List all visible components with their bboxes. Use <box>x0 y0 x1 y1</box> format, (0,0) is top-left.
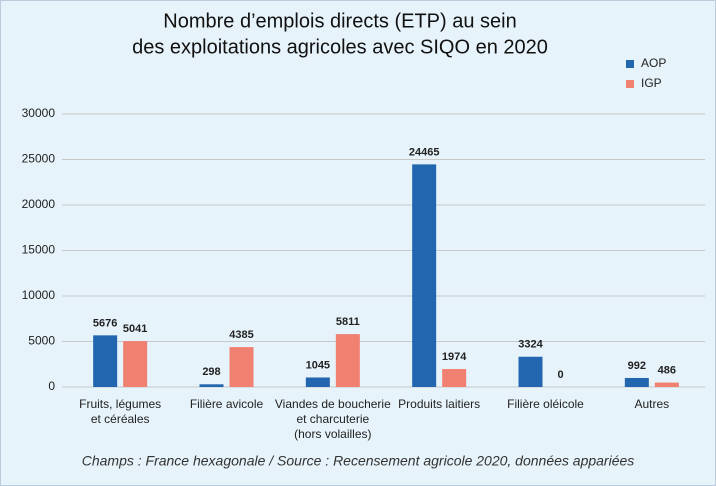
y-tick-label: 10000 <box>22 288 56 302</box>
x-tick-label: et céréales <box>91 412 150 426</box>
y-tick-label: 15000 <box>22 243 56 257</box>
value-label: 5811 <box>336 316 360 328</box>
y-tick-label: 0 <box>48 379 55 393</box>
x-tick-label: Produits laitiers <box>398 397 480 411</box>
bar <box>654 382 679 387</box>
bar <box>93 335 118 387</box>
bar <box>624 377 649 387</box>
y-tick-label: 25000 <box>22 152 56 166</box>
value-label: 5041 <box>123 323 147 335</box>
bar <box>335 334 360 387</box>
bar <box>305 377 330 387</box>
x-tick-label: Filière avicole <box>190 397 264 411</box>
x-tick-label: Autres <box>634 397 669 411</box>
bar <box>412 164 437 387</box>
bar <box>199 384 224 387</box>
x-tick-label: Viandes de boucherie <box>275 397 391 411</box>
value-label: 24465 <box>409 146 440 158</box>
x-tick-label: Fruits, légumes <box>79 397 161 411</box>
value-label: 0 <box>557 369 563 381</box>
chart-title: des exploitations agricoles avec SIQO en… <box>132 36 548 58</box>
y-tick-label: 30000 <box>22 106 56 120</box>
caption: Champs : France hexagonale / Source : Re… <box>82 453 635 469</box>
value-label: 4385 <box>229 329 253 341</box>
value-label: 992 <box>628 360 646 372</box>
value-label: 298 <box>202 366 220 378</box>
chart-title: Nombre d’emplois directs (ETP) au sein <box>163 10 516 32</box>
value-label: 1974 <box>442 351 467 363</box>
bar <box>123 341 148 387</box>
legend-label: AOP <box>641 56 666 70</box>
legend-swatch <box>626 60 634 68</box>
y-tick-label: 20000 <box>22 197 56 211</box>
legend-label: IGP <box>641 76 662 90</box>
value-label: 5676 <box>93 317 117 329</box>
bar <box>518 356 543 387</box>
bar <box>442 369 467 387</box>
value-label: 1045 <box>306 359 330 371</box>
value-label: 486 <box>658 364 676 376</box>
x-tick-label: Filière oléicole <box>507 397 584 411</box>
x-tick-label: et charcuterie <box>296 412 369 426</box>
value-label: 3324 <box>518 339 543 351</box>
legend-swatch <box>626 80 634 88</box>
bar <box>229 347 254 387</box>
y-tick-label: 5000 <box>28 334 55 348</box>
x-tick-label: (hors volailles) <box>294 427 371 441</box>
